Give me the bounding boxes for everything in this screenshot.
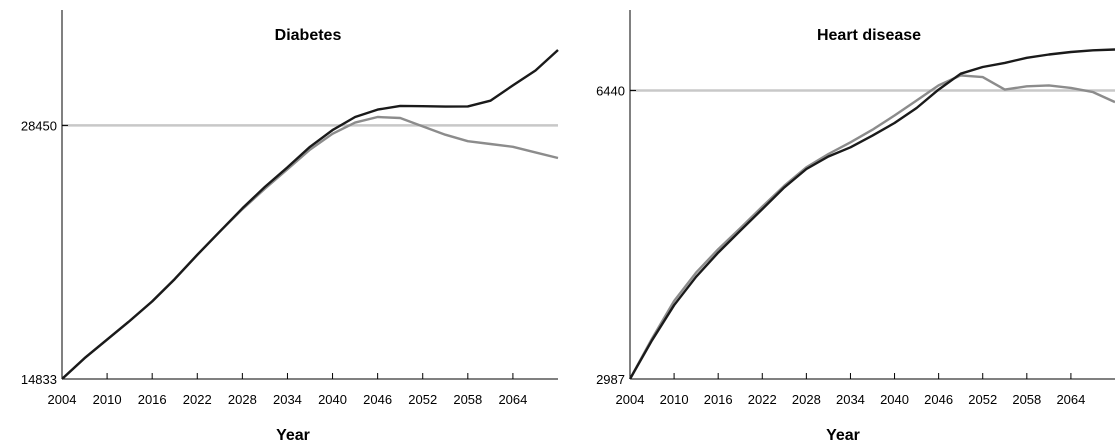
heart-disease-chart: Heart disease Year 2004 2010 2016 2022 2028 2… bbox=[596, 10, 1115, 444]
chart-title: Diabetes bbox=[275, 27, 342, 44]
x-axis-title: Year bbox=[276, 427, 310, 444]
x-tick-label: 2064 bbox=[498, 392, 527, 407]
x-tick-label: 2040 bbox=[880, 392, 909, 407]
x-tick-label: 2010 bbox=[660, 392, 689, 407]
x-tick-label: 2040 bbox=[318, 392, 347, 407]
x-tick-label: 2058 bbox=[1012, 392, 1041, 407]
x-tick-label: 2004 bbox=[48, 392, 77, 407]
x-tick-label: 2052 bbox=[968, 392, 997, 407]
x-tick-label: 2004 bbox=[616, 392, 645, 407]
y-tick-label: 2987 bbox=[596, 372, 625, 387]
x-tick-label: 2028 bbox=[792, 392, 821, 407]
x-tick-label: 2058 bbox=[453, 392, 482, 407]
x-axis-title: Year bbox=[826, 427, 860, 444]
x-tick-label: 2022 bbox=[183, 392, 212, 407]
x-tick-label: 2052 bbox=[408, 392, 437, 407]
y-tick-label: 14833 bbox=[21, 372, 57, 387]
x-tick-label: 2046 bbox=[924, 392, 953, 407]
diabetes-chart: Diabetes Year 2004 2010 2016 2022 2028 2034 20… bbox=[21, 10, 559, 444]
x-tick-label: 2028 bbox=[228, 392, 257, 407]
y-tick-label: 6440 bbox=[596, 83, 625, 98]
series-line-1 bbox=[628, 48, 1115, 380]
x-tick-label: 2016 bbox=[704, 392, 733, 407]
x-tick-label: 2010 bbox=[93, 392, 122, 407]
chart-title: Heart disease bbox=[817, 27, 921, 44]
series-line-1 bbox=[61, 49, 559, 380]
x-tick-label: 2016 bbox=[138, 392, 167, 407]
x-tick-label: 2046 bbox=[363, 392, 392, 407]
x-tick-label: 2034 bbox=[836, 392, 865, 407]
series-line-2 bbox=[628, 74, 1115, 380]
x-tick-label: 2034 bbox=[273, 392, 302, 407]
y-tick-label: 28450 bbox=[21, 118, 57, 133]
series-line-2 bbox=[61, 115, 559, 380]
x-tick-label: 2064 bbox=[1056, 392, 1085, 407]
x-tick-label: 2022 bbox=[748, 392, 777, 407]
